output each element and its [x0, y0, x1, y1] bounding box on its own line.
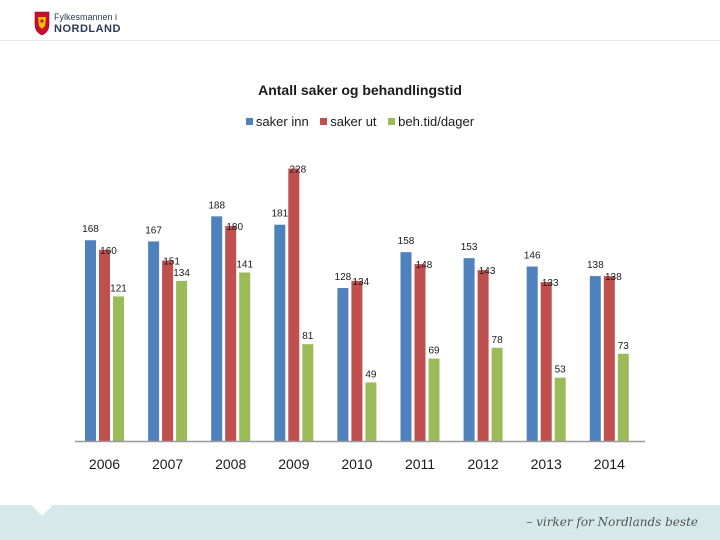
data-label-beh-tid-dager-2006: 121 — [110, 283, 127, 294]
page-header: Fylkesmannen i NORDLAND — [0, 0, 720, 41]
x-tick-label-2012: 2012 — [468, 456, 499, 472]
data-label-saker-inn-2007: 167 — [145, 225, 162, 236]
bar-beh-tid-dager-2012 — [491, 347, 503, 441]
bar-saker-inn-2009 — [274, 224, 286, 441]
data-label-beh-tid-dager-2012: 78 — [492, 335, 504, 346]
bar-beh-tid-dager-2008 — [239, 272, 251, 441]
data-label-saker-ut-2007: 151 — [163, 257, 180, 268]
bar-beh-tid-dager-2007 — [176, 280, 188, 441]
bar-saker-inn-2007 — [148, 241, 160, 441]
legend-label-beh-tid: beh.tid/dager — [398, 114, 475, 129]
coat-of-arms-icon — [34, 11, 50, 36]
legend-item-saker-ut: saker ut — [320, 114, 377, 129]
data-label-saker-ut-2006: 160 — [100, 246, 117, 257]
bar-saker-inn-2014 — [589, 276, 601, 441]
data-label-saker-inn-2013: 146 — [524, 251, 541, 262]
x-tick-label-2011: 2011 — [405, 456, 435, 472]
bar-saker-ut-2013 — [540, 282, 552, 441]
data-label-saker-ut-2012: 143 — [479, 266, 496, 277]
organization-logo: Fylkesmannen i NORDLAND — [34, 10, 154, 38]
legend-swatch-beh-tid — [388, 118, 396, 125]
data-label-saker-inn-2010: 128 — [335, 272, 352, 283]
bar-beh-tid-dager-2010 — [365, 382, 377, 441]
bar-beh-tid-dager-2014 — [617, 353, 629, 441]
data-label-beh-tid-dager-2011: 69 — [428, 346, 440, 357]
bar-saker-inn-2013 — [526, 266, 538, 441]
data-label-saker-ut-2009: 228 — [289, 165, 306, 176]
bar-saker-inn-2006 — [85, 240, 96, 441]
data-label-saker-inn-2008: 188 — [208, 200, 225, 211]
bar-saker-ut-2014 — [603, 276, 615, 441]
x-tick-label-2009: 2009 — [278, 456, 309, 472]
data-label-saker-inn-2006: 168 — [82, 224, 99, 235]
x-tick-label-2014: 2014 — [594, 456, 625, 472]
data-label-saker-ut-2008: 180 — [226, 222, 243, 233]
bar-saker-inn-2008 — [211, 216, 223, 441]
data-label-beh-tid-dager-2013: 53 — [555, 365, 567, 376]
bar-beh-tid-dager-2013 — [554, 377, 566, 441]
data-label-saker-inn-2009: 181 — [271, 209, 288, 220]
bar-saker-inn-2010 — [337, 288, 349, 441]
bar-beh-tid-dager-2006 — [113, 296, 124, 441]
legend-label-saker-ut: saker ut — [330, 114, 377, 129]
organization-name-line2: NORDLAND — [54, 23, 121, 35]
data-label-saker-ut-2013: 133 — [542, 278, 559, 289]
data-label-saker-ut-2014: 138 — [605, 272, 622, 283]
bar-saker-inn-2011 — [400, 252, 412, 441]
chart-legend: saker inn saker ut beh.tid/dager — [0, 114, 720, 129]
x-tick-label-2013: 2013 — [531, 456, 562, 472]
bar-saker-ut-2010 — [351, 280, 363, 441]
data-label-beh-tid-dager-2014: 73 — [618, 341, 630, 352]
bar-saker-ut-2008 — [225, 225, 237, 441]
bar-saker-ut-2007 — [162, 260, 174, 441]
footer-slogan: – virker for Nordlands beste — [526, 515, 698, 529]
legend-swatch-saker-ut — [320, 118, 328, 125]
legend-item-beh-tid: beh.tid/dager — [388, 114, 474, 129]
bar-chart: 1681601212006167151134200718818014120081… — [75, 165, 645, 472]
data-label-saker-ut-2010: 134 — [353, 277, 370, 288]
legend-swatch-saker-inn — [245, 118, 253, 125]
data-label-saker-inn-2014: 138 — [587, 260, 604, 271]
x-tick-label-2006: 2006 — [89, 456, 120, 472]
data-label-beh-tid-dager-2009: 81 — [302, 331, 314, 342]
data-label-saker-ut-2011: 148 — [416, 260, 433, 271]
x-tick-label-2008: 2008 — [215, 456, 246, 472]
bar-beh-tid-dager-2009 — [302, 344, 314, 441]
data-label-beh-tid-dager-2007: 134 — [173, 268, 190, 279]
legend-label-saker-inn: saker inn — [255, 114, 309, 129]
bar-beh-tid-dager-2011 — [428, 358, 440, 441]
data-label-saker-inn-2011: 158 — [398, 236, 415, 247]
page-footer: – virker for Nordlands beste — [0, 496, 720, 540]
data-label-beh-tid-dager-2010: 49 — [365, 369, 377, 380]
legend-item-saker-inn: saker inn — [245, 114, 309, 129]
data-label-saker-inn-2012: 153 — [461, 242, 478, 253]
x-tick-label-2007: 2007 — [152, 456, 183, 472]
data-label-beh-tid-dager-2008: 141 — [236, 260, 253, 271]
organization-name-line1: Fylkesmannen i — [54, 12, 118, 22]
bar-saker-ut-2006 — [99, 249, 110, 441]
bar-saker-ut-2011 — [414, 264, 426, 441]
x-tick-label-2010: 2010 — [341, 456, 372, 472]
chart-title: Antall saker og behandlingstid — [258, 82, 462, 98]
bar-saker-ut-2012 — [477, 270, 489, 441]
bar-saker-inn-2012 — [463, 258, 475, 441]
bar-saker-ut-2009 — [288, 168, 300, 442]
